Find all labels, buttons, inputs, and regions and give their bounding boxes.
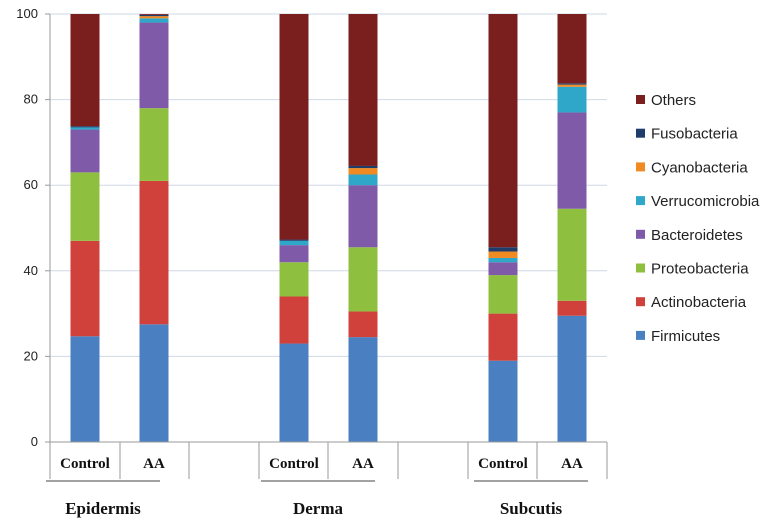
category-label: AA xyxy=(561,456,583,472)
bar-segment-others xyxy=(279,14,309,240)
category-label: AA xyxy=(352,456,374,472)
legend-item: Others xyxy=(636,92,696,109)
bar-segment-fusobacteria xyxy=(488,247,518,252)
bar-segment-fusobacteria xyxy=(70,126,100,128)
bar-segment-verrucomicrobia xyxy=(70,127,100,130)
bar-segment-verrucomicrobia xyxy=(488,257,518,263)
legend-item: Firmicutes xyxy=(636,328,720,345)
bar-segment-proteobacteria xyxy=(557,208,587,301)
group-label: Derma xyxy=(293,499,344,518)
legend: Others Fusobacteria Cyanobacteria Verrucomi… xyxy=(636,92,760,345)
bar-segment-fusobacteria xyxy=(279,239,309,241)
legend-item: Verrucomicrobia xyxy=(636,193,760,210)
legend-label: Verrucomicrobia xyxy=(651,193,760,210)
bar-segment-firmicutes xyxy=(139,324,169,442)
legend-item: Actinobacteria xyxy=(636,294,747,311)
y-tick-label: 100 xyxy=(16,6,38,21)
legend-swatch xyxy=(636,95,645,104)
legend-swatch xyxy=(636,229,645,239)
legend-item: Fusobacteria xyxy=(636,126,738,143)
bar-segment-cyanobacteria xyxy=(348,168,378,175)
category-label: Control xyxy=(269,456,319,472)
legend-label: Others xyxy=(651,92,696,109)
bar-segment-proteobacteria xyxy=(488,275,518,314)
legend-swatch xyxy=(636,263,645,273)
bar-segment-proteobacteria xyxy=(70,172,100,241)
bar-segment-firmicutes xyxy=(557,315,587,442)
bar-stacks xyxy=(70,14,587,442)
bar-segment-bacteroidetes xyxy=(488,262,518,276)
y-tick-label: 60 xyxy=(24,177,38,192)
y-tick-label: 0 xyxy=(31,434,38,449)
gridlines xyxy=(50,13,607,357)
bar-segment-proteobacteria xyxy=(279,262,309,297)
bar-segment-others xyxy=(557,14,587,84)
bar-segment-bacteroidetes xyxy=(70,129,100,173)
group-label: Subcutis xyxy=(500,499,563,518)
legend-label: Bacteroidetes xyxy=(651,227,743,244)
category-label: Control xyxy=(60,456,110,472)
bar-segment-actinobacteria xyxy=(70,240,100,337)
y-tick-label: 40 xyxy=(24,263,38,278)
bar-segment-bacteroidetes xyxy=(557,112,587,209)
axes: 0 20 40 60 80 100 xyxy=(16,6,608,479)
legend-item: Bacteroidetes xyxy=(636,227,743,244)
legend-swatch xyxy=(636,330,645,340)
bar-segment-firmicutes xyxy=(488,360,518,442)
bar-segment-cyanobacteria xyxy=(139,16,169,19)
bar-segment-cyanobacteria xyxy=(488,251,518,258)
bar-segment-bacteroidetes xyxy=(279,245,309,263)
bar-segment-bacteroidetes xyxy=(139,22,169,109)
legend-swatch xyxy=(636,297,645,307)
legend-label: Proteobacteria xyxy=(651,261,749,278)
bar-segment-others xyxy=(70,14,100,127)
bar-segment-firmicutes xyxy=(279,343,309,442)
bar-segment-firmicutes xyxy=(70,336,100,442)
legend-swatch xyxy=(636,128,645,138)
bar-segment-actinobacteria xyxy=(488,313,518,361)
bar-segment-firmicutes xyxy=(348,337,378,442)
bar-segment-proteobacteria xyxy=(348,247,378,312)
legend-swatch xyxy=(636,196,645,206)
legend-swatch xyxy=(636,162,645,172)
labels: Control AA Control AA Control AA Epidermis Derm… xyxy=(46,456,588,518)
legend-label: Actinobacteria xyxy=(651,294,747,311)
bar-segment-actinobacteria xyxy=(557,300,587,316)
bar-segment-actinobacteria xyxy=(279,296,309,344)
bar-segment-actinobacteria xyxy=(348,311,378,338)
bar-segment-fusobacteria xyxy=(557,83,587,85)
y-tick-label: 80 xyxy=(24,92,38,107)
y-tick-label: 20 xyxy=(24,348,38,363)
bar-segment-verrucomicrobia xyxy=(557,86,587,113)
legend-label: Cyanobacteria xyxy=(651,159,748,176)
bar-segment-verrucomicrobia xyxy=(279,240,309,246)
legend-label: Fusobacteria xyxy=(651,126,738,143)
bar-segment-actinobacteria xyxy=(139,180,169,325)
category-label: AA xyxy=(143,456,165,472)
legend-label: Firmicutes xyxy=(651,328,720,345)
legend-item: Proteobacteria xyxy=(636,261,749,278)
bar-segment-others xyxy=(488,14,518,248)
category-label: Control xyxy=(478,456,528,472)
bar-segment-fusobacteria xyxy=(139,14,169,17)
bar-segment-bacteroidetes xyxy=(348,185,378,248)
bar-segment-proteobacteria xyxy=(139,108,169,181)
bar-segment-others xyxy=(348,14,378,166)
bar-segment-verrucomicrobia xyxy=(348,174,378,186)
group-label: Epidermis xyxy=(65,499,141,518)
bar-segment-others xyxy=(139,14,169,15)
bar-segment-cyanobacteria xyxy=(557,84,587,87)
bar-segment-fusobacteria xyxy=(348,165,378,169)
legend-item: Cyanobacteria xyxy=(636,159,748,176)
bar-segment-verrucomicrobia xyxy=(139,18,169,23)
